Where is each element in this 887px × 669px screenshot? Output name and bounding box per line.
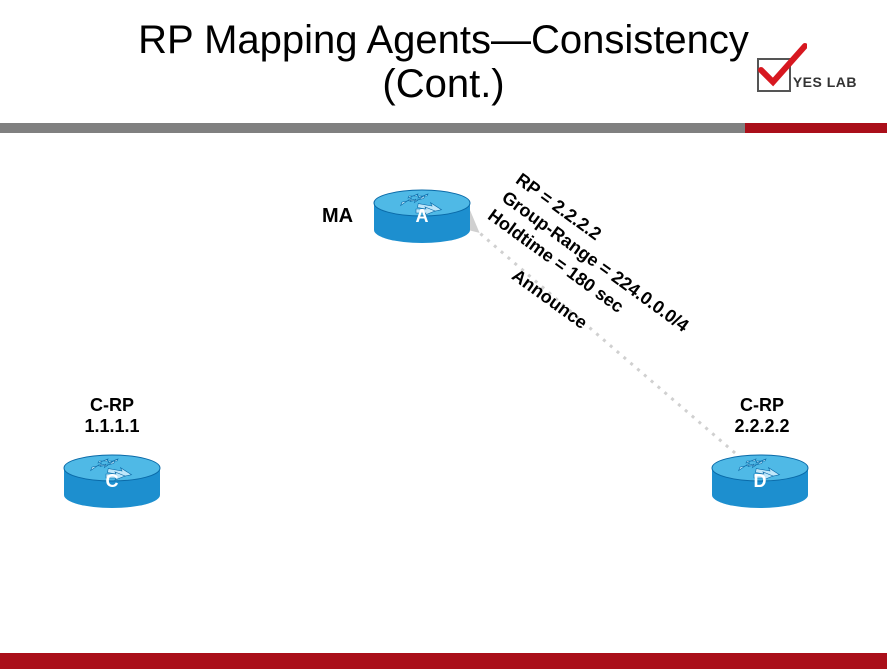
divider-bar [0, 123, 887, 133]
router-c-letter: C [62, 471, 162, 492]
bottom-bar [0, 653, 887, 669]
yes-lab-logo: YES LAB [757, 58, 857, 92]
checkmark-icon [755, 42, 807, 94]
router-d: D [710, 453, 810, 509]
diagram-stage: MA A C-RP 1.1.1.1 [0, 133, 887, 653]
router-c: C [62, 453, 162, 509]
crp-c-ip: 1.1.1.1 [84, 416, 139, 436]
announce-line2: Group-Range = 224.0.0.0/4 [498, 187, 693, 337]
ma-label: MA [322, 205, 353, 228]
bar-red [745, 123, 887, 133]
crp-d-label: C-RP 2.2.2.2 [716, 395, 808, 436]
crp-d-ip: 2.2.2.2 [734, 416, 789, 436]
crp-d-role: C-RP [740, 395, 784, 415]
router-a-letter: A [372, 206, 472, 227]
crp-c-role: C-RP [90, 395, 134, 415]
title-line1: RP Mapping Agents—Consistency [138, 18, 749, 62]
bar-gray [0, 123, 745, 133]
crp-c-label: C-RP 1.1.1.1 [66, 395, 158, 436]
title-line2: (Cont.) [382, 62, 504, 106]
router-a: A [372, 188, 472, 244]
router-d-letter: D [710, 471, 810, 492]
logo-checkbox [757, 58, 791, 92]
